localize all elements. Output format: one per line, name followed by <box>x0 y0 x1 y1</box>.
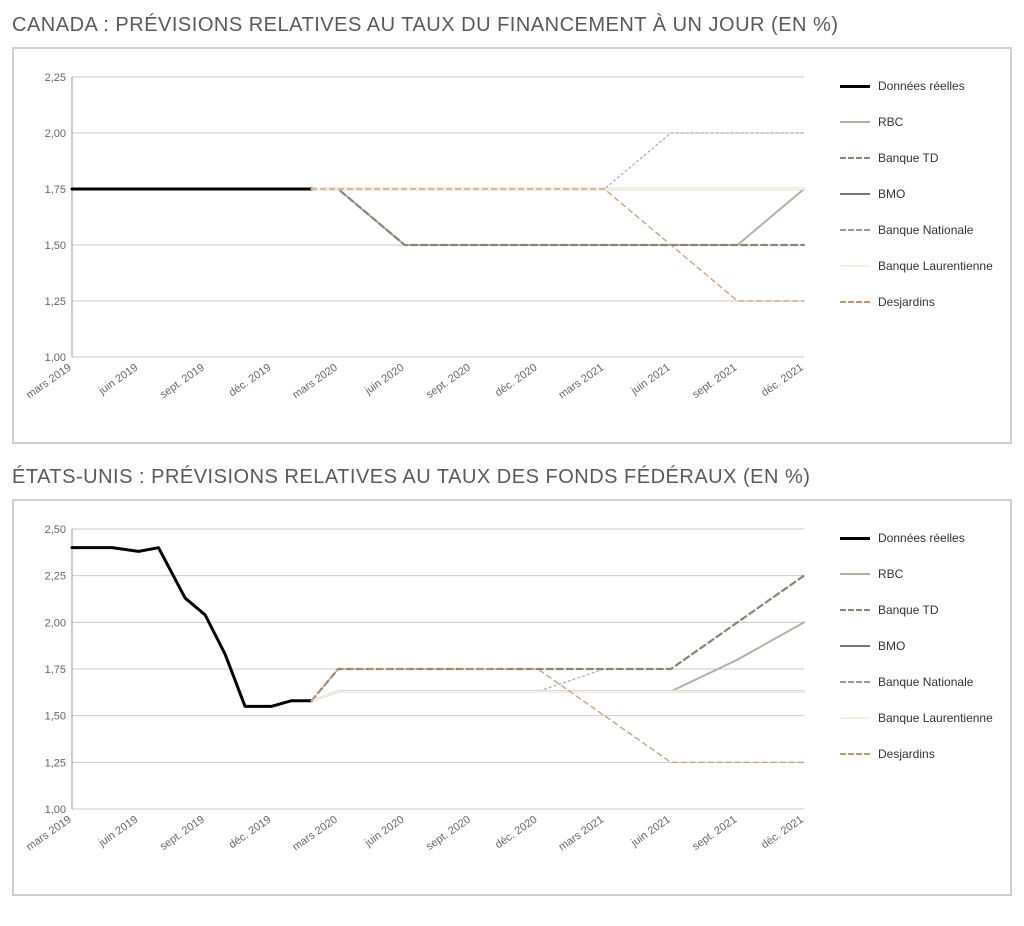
x-tick-label: juin 2020 <box>362 362 406 398</box>
x-tick-label: mars 2019 <box>24 814 73 854</box>
x-tick-label: déc. 2019 <box>227 362 273 400</box>
legend-swatch-bmo <box>840 193 870 195</box>
legend-label: RBC <box>878 115 903 129</box>
legend-swatch-td <box>840 157 870 159</box>
y-tick-label: 1,00 <box>45 804 66 816</box>
legend-swatch-laur <box>840 265 870 267</box>
y-tick-label: 1,75 <box>45 664 66 676</box>
x-tick-label: sept. 2021 <box>690 362 739 401</box>
y-tick-label: 2,25 <box>45 72 66 84</box>
chart-title-canada: CANADA : PRÉVISIONS RELATIVES AU TAUX DU… <box>12 14 1012 37</box>
x-tick-label: déc. 2020 <box>493 362 539 400</box>
x-tick-label: juin 2021 <box>628 814 672 850</box>
series-nat <box>312 576 804 701</box>
legend-item-rbc: RBC <box>840 115 1000 129</box>
legend-item-bmo: BMO <box>840 639 1000 653</box>
y-tick-label: 2,00 <box>45 128 66 140</box>
legend-label: Banque Laurentienne <box>878 711 993 725</box>
y-tick-label: 2,00 <box>45 617 66 629</box>
legend-label: BMO <box>878 187 905 201</box>
legend-item-rbc: RBC <box>840 567 1000 581</box>
y-tick-label: 1,00 <box>45 352 66 364</box>
x-tick-label: mars 2020 <box>290 814 339 854</box>
y-tick-label: 2,50 <box>45 524 66 536</box>
legend-swatch-rbc <box>840 121 870 123</box>
chart-frame-canada: 1,00 1,25 1,50 1,75 2,00 2,25 mars 2019 juin 20… <box>12 47 1012 444</box>
x-tick-label: sept. 2019 <box>158 362 207 401</box>
legend-label: Données réelles <box>878 79 965 93</box>
legend-label: BMO <box>878 639 905 653</box>
x-tick-label: mars 2021 <box>557 814 606 854</box>
chart-legend-us: Données réelles RBC Banque TD BMO Banque Nat… <box>830 515 1000 880</box>
legend-swatch-td <box>840 609 870 611</box>
x-tick-label: sept. 2020 <box>424 814 473 853</box>
legend-label: Banque Laurentienne <box>878 259 993 273</box>
legend-item-desj: Desjardins <box>840 295 1000 309</box>
y-tick-label: 2,25 <box>45 571 66 583</box>
series-nat <box>312 133 804 189</box>
x-tick-label: sept. 2020 <box>424 362 473 401</box>
legend-label: Banque TD <box>878 151 939 165</box>
x-tick-label: sept. 2021 <box>690 814 739 853</box>
x-tick-label: juin 2019 <box>96 362 140 398</box>
legend-label: Banque Nationale <box>878 223 973 237</box>
series-rbc <box>312 189 804 245</box>
x-tick-label: mars 2019 <box>24 362 73 402</box>
legend-swatch-bmo <box>840 645 870 647</box>
series-td <box>312 189 804 245</box>
legend-swatch-actual <box>840 85 870 88</box>
chart-legend-canada: Données réelles RBC Banque TD BMO Banque Nat… <box>830 63 1000 428</box>
series-td <box>312 576 804 701</box>
chart-svg-canada: 1,00 1,25 1,50 1,75 2,00 2,25 mars 2019 juin 20… <box>24 63 814 423</box>
legend-item-laur: Banque Laurentienne <box>840 711 1000 725</box>
legend-swatch-nat <box>840 229 870 231</box>
y-tick-label: 1,25 <box>45 757 66 769</box>
legend-swatch-desj <box>840 753 870 755</box>
legend-item-desj: Desjardins <box>840 747 1000 761</box>
legend-item-td: Banque TD <box>840 603 1000 617</box>
legend-item-actual: Données réelles <box>840 531 1000 545</box>
legend-label: Banque Nationale <box>878 675 973 689</box>
legend-swatch-desj <box>840 301 870 303</box>
chart-plot-us: 1,00 1,25 1,50 1,75 2,00 2,25 2,50 mars 2019 jui… <box>24 515 830 880</box>
chart-svg-us: 1,00 1,25 1,50 1,75 2,00 2,25 2,50 mars 2019 jui… <box>24 515 814 875</box>
legend-item-actual: Données réelles <box>840 79 1000 93</box>
x-tick-label: sept. 2019 <box>158 814 207 853</box>
series-actual <box>72 548 312 707</box>
y-tick-label: 1,50 <box>45 711 66 723</box>
legend-label: Banque TD <box>878 603 939 617</box>
legend-item-td: Banque TD <box>840 151 1000 165</box>
legend-swatch-rbc <box>840 573 870 575</box>
x-tick-label: déc. 2020 <box>493 814 539 852</box>
x-tick-label: déc. 2021 <box>759 362 805 400</box>
x-tick-label: mars 2020 <box>290 362 339 402</box>
legend-item-nat: Banque Nationale <box>840 223 1000 237</box>
x-tick-label: déc. 2019 <box>227 814 273 852</box>
x-tick-label: juin 2021 <box>628 362 672 398</box>
legend-swatch-actual <box>840 537 870 540</box>
x-tick-label: juin 2019 <box>96 814 140 850</box>
legend-swatch-laur <box>840 717 870 719</box>
series-laur <box>312 691 804 700</box>
x-tick-label: juin 2020 <box>362 814 406 850</box>
series-rbc <box>312 622 804 700</box>
legend-label: RBC <box>878 567 903 581</box>
legend-item-bmo: BMO <box>840 187 1000 201</box>
legend-label: Desjardins <box>878 295 935 309</box>
y-tick-label: 1,50 <box>45 240 66 252</box>
x-tick-label: déc. 2021 <box>759 814 805 852</box>
legend-item-nat: Banque Nationale <box>840 675 1000 689</box>
chart-frame-us: 1,00 1,25 1,50 1,75 2,00 2,25 2,50 mars 2019 jui… <box>12 499 1012 896</box>
legend-item-laur: Banque Laurentienne <box>840 259 1000 273</box>
legend-label: Desjardins <box>878 747 935 761</box>
y-tick-label: 1,25 <box>45 296 66 308</box>
chart-plot-canada: 1,00 1,25 1,50 1,75 2,00 2,25 mars 2019 juin 20… <box>24 63 830 428</box>
y-tick-label: 1,75 <box>45 184 66 196</box>
x-tick-label: mars 2021 <box>557 362 606 402</box>
legend-swatch-nat <box>840 681 870 683</box>
chart-title-us: ÉTATS-UNIS : PRÉVISIONS RELATIVES AU TAU… <box>12 466 1012 489</box>
series-bmo <box>312 691 804 700</box>
legend-label: Données réelles <box>878 531 965 545</box>
